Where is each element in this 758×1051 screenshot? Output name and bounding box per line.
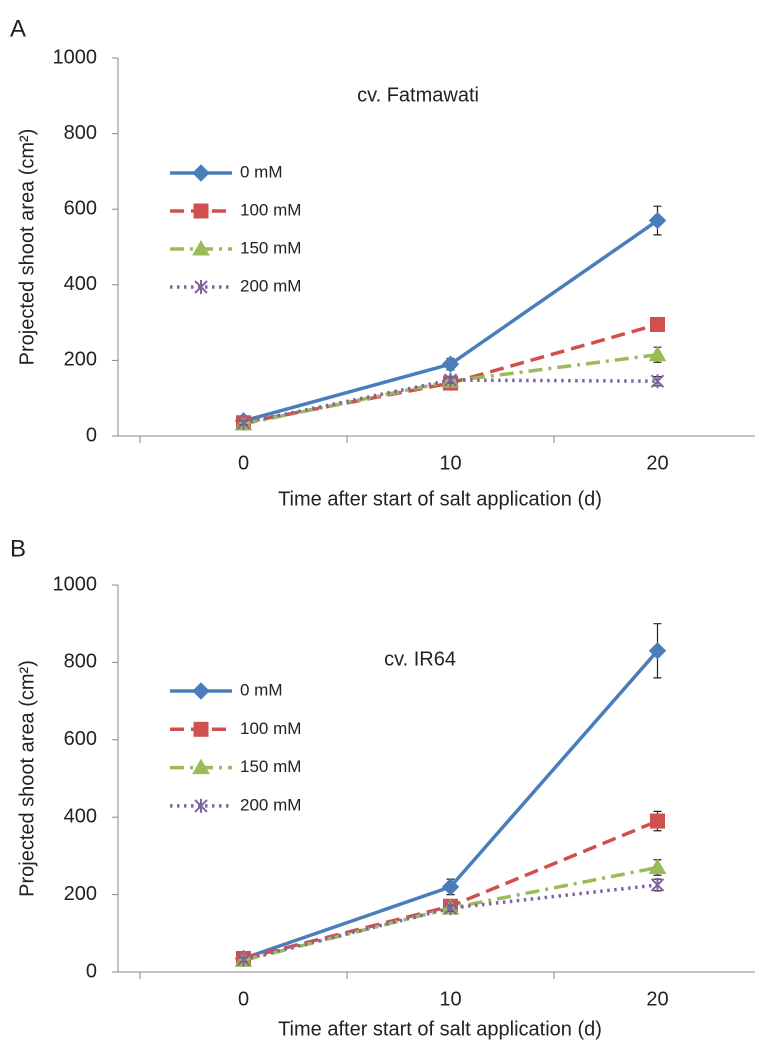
marker [443,901,458,916]
y-tick-label: 800 [64,122,97,144]
legend-label: 0 mM [240,680,283,699]
x-tick-label: 20 [646,452,668,474]
legend-marker [193,203,209,219]
y-tick-label: 400 [64,805,97,827]
legend-marker [192,164,210,182]
y-tick-label: 200 [64,349,97,371]
marker [648,858,667,875]
marker [650,374,665,389]
y-tick-label: 1000 [53,46,98,68]
x-tick-label: 0 [238,988,249,1010]
legend-label: 200 mM [240,795,301,814]
panel: Acv. Fatmawati Time after start of salt a… [10,15,755,510]
marker [236,952,251,967]
legend-marker [192,239,210,256]
legend-label: 200 mM [240,276,301,295]
series-line [243,883,658,962]
x-tick-label: 10 [439,988,461,1010]
panel-label: B [10,535,26,562]
legend-label: 0 mM [240,162,283,181]
panel: Bcv. IR64 Time after start of salt applic… [10,535,755,1040]
y-tick-label: 600 [64,728,97,750]
marker [441,878,460,896]
series-line [243,219,659,423]
legend-label: 100 mM [240,719,301,738]
legend-marker [192,758,210,775]
marker [650,877,665,892]
y-tick-label: 0 [86,424,97,446]
y-tick-label: 200 [64,883,97,905]
x-tick-label: 0 [238,452,249,474]
x-axis-label: Time after start of salt application (d) [278,488,602,510]
chart-title: cv. Fatmawati [357,84,479,106]
x-axis-label: Time after start of salt application (d) [278,1018,602,1040]
y-tick-label: 600 [64,197,97,219]
marker [650,316,665,332]
legend-label: 150 mM [240,757,301,776]
marker [441,355,460,373]
chart-title: cv. IR64 [384,648,456,670]
y-axis-label: Projected shoot area (cm²) [16,660,38,897]
legend-marker [194,798,208,813]
marker [648,642,667,660]
legend-marker [194,280,208,294]
panel-label: A [10,15,26,42]
marker [236,415,251,430]
marker [443,373,458,388]
legend-label: 150 mM [240,238,301,257]
legend-marker [192,682,210,700]
y-tick-label: 400 [64,273,97,295]
legend-label: 100 mM [240,200,301,219]
y-tick-label: 1000 [53,573,98,595]
marker [650,813,665,829]
x-tick-label: 20 [646,988,668,1010]
y-tick-label: 800 [64,651,97,673]
y-tick-label: 0 [86,960,97,982]
x-tick-label: 10 [439,452,461,474]
marker [648,345,667,362]
legend-marker [193,721,209,737]
marker [648,211,667,230]
y-axis-label: Projected shoot area (cm²) [16,129,38,366]
